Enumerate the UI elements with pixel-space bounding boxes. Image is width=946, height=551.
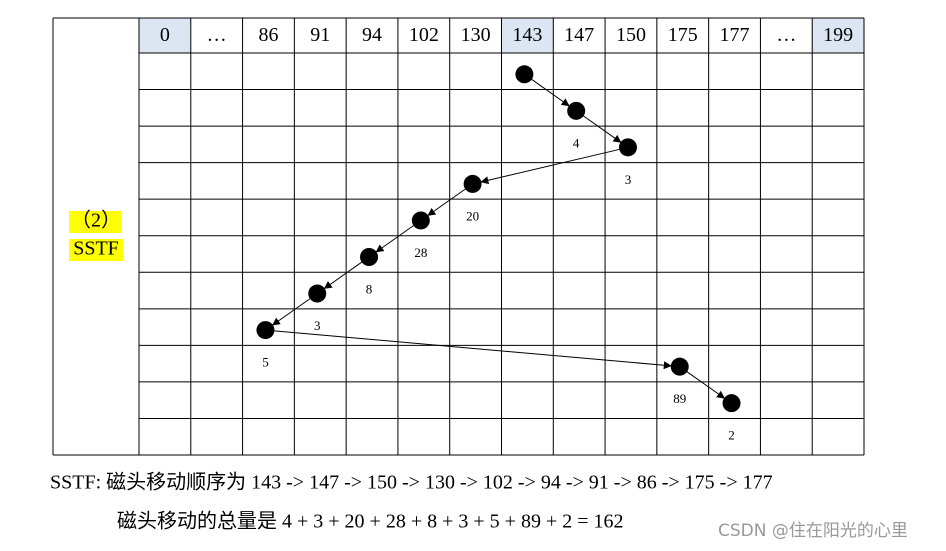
head-position	[722, 394, 741, 413]
column-header: 91	[310, 24, 330, 46]
arrow	[427, 188, 466, 216]
column-header: 102	[409, 24, 439, 46]
arrow	[323, 261, 362, 289]
column-header: 177	[720, 24, 750, 46]
distance-label: 5	[262, 355, 269, 370]
total-line: 磁头移动的总量是 4 + 3 + 20 + 28 + 8 + 3 + 5 + 8…	[117, 510, 624, 533]
arrow	[531, 79, 570, 107]
distance-label: 28	[414, 245, 427, 260]
distance-label: 8	[366, 282, 373, 297]
head-position	[256, 321, 275, 340]
arrow	[480, 148, 620, 185]
highlight	[69, 239, 123, 261]
highlight	[69, 211, 121, 233]
distance-label: 3	[314, 318, 321, 333]
distance-label: 4	[573, 135, 580, 150]
distance-label: 2	[728, 428, 735, 443]
column-header: 175	[668, 24, 698, 46]
column-header: 0	[160, 24, 170, 46]
header-cell	[812, 18, 864, 53]
column-header: 130	[461, 24, 491, 46]
header-cell	[139, 18, 191, 53]
head-position	[463, 174, 482, 193]
head-position	[360, 248, 379, 266]
column-header: …	[207, 24, 227, 46]
distance-label: 3	[625, 172, 632, 187]
path: 4 3 20 28 8 3 5 89 2	[256, 65, 741, 443]
arrow	[375, 225, 414, 253]
head-position	[567, 101, 586, 120]
arrow	[272, 298, 311, 326]
column-header: 147	[564, 24, 594, 46]
distance-label: 20	[466, 208, 479, 223]
column-header: 143	[512, 24, 542, 46]
watermark: CSDN @住在阳光的心里	[718, 521, 908, 541]
row-label: SSTF	[73, 238, 119, 260]
head-position	[670, 357, 689, 376]
arrow	[583, 115, 622, 143]
column-header: 86	[258, 24, 278, 46]
row-label: （2）	[71, 209, 121, 232]
arrow	[274, 330, 672, 370]
column-header: …	[776, 24, 796, 46]
head-position	[308, 284, 327, 303]
head-position	[515, 65, 534, 84]
arrow	[686, 371, 725, 399]
distance-label: 89	[673, 391, 686, 406]
table-grid: 0 … 86 91 94 102 130 143 147 150 175 177 … 199	[52, 17, 865, 456]
column-header: 199	[823, 24, 853, 46]
column-header: 94	[362, 24, 382, 46]
head-position	[618, 138, 637, 157]
sequence-line: SSTF: 磁头移动顺序为 143 -> 147 -> 150 -> 130 -…	[50, 471, 773, 494]
head-position	[411, 211, 430, 230]
column-header: 150	[616, 24, 646, 46]
header-cell	[501, 18, 554, 53]
